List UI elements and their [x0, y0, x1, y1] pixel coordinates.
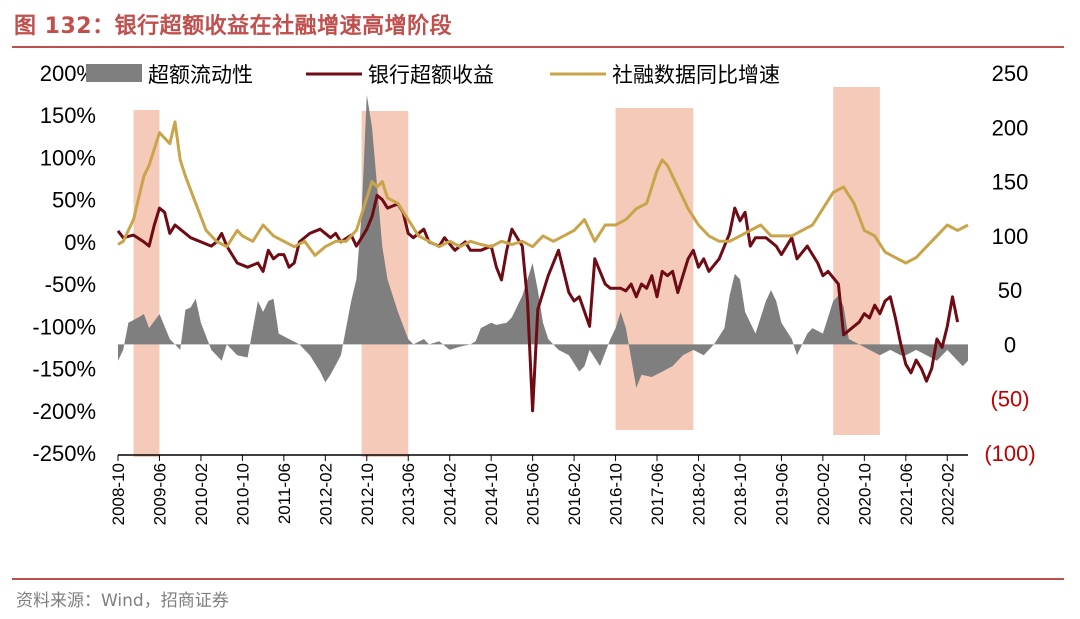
x-axis-tick-label: 2022-02: [938, 463, 957, 525]
shaded-periods: [133, 87, 880, 457]
right-axis-tick-label: (100): [984, 441, 1035, 466]
right-axis-tick-label: (50): [990, 387, 1029, 412]
left-axis-tick-label: -100%: [32, 314, 96, 339]
right-axis-tick-label: 200: [992, 115, 1029, 140]
x-axis-tick-label: 2021-06: [897, 463, 916, 525]
shaded-period: [615, 108, 694, 430]
left-axis-tick-label: 0%: [64, 230, 96, 255]
x-axis-tick-label: 2008-10: [109, 463, 128, 525]
x-axis-tick-label: 2015-06: [524, 463, 543, 525]
x-axis-tick-label: 2014-10: [482, 463, 501, 525]
bottom-divider: [12, 578, 1064, 580]
bank-excess-return-line: [116, 193, 960, 413]
excess-liquidity-area: [118, 94, 968, 388]
excess-liquidity-series: [118, 94, 968, 388]
x-axis-tick-label: 2016-02: [565, 463, 584, 525]
x-axis-tick-label: 2018-02: [689, 463, 708, 525]
left-axis-tick-label: 150%: [40, 103, 96, 128]
right-axis-tick-label: 50: [998, 278, 1022, 303]
x-axis-tick-label: 2016-10: [607, 463, 626, 525]
left-axis-tick-label: -50%: [45, 272, 96, 297]
x-axis-tick-label: 2020-10: [855, 463, 874, 525]
legend: 超额流动性 银行超额收益 社融数据同比增速: [86, 63, 780, 87]
legend-label: 银行超额收益: [368, 63, 494, 87]
x-axis-tick-label: 2014-02: [441, 463, 460, 525]
x-axis-tick-label: 2020-02: [814, 463, 833, 525]
legend-swatch-area: [86, 64, 142, 82]
left-axis-tick-label: -250%: [32, 441, 96, 466]
legend-label: 社融数据同比增速: [612, 63, 780, 87]
right-axis-tick-label: 150: [992, 170, 1029, 195]
x-axis-tick-label: 2012-02: [316, 463, 335, 525]
right-axis-tick-label: 100: [992, 224, 1029, 249]
figure-title: 图 132：银行超额收益在社融增速高增阶段: [14, 14, 453, 39]
x-axis-tick-label: 2011-06: [275, 463, 294, 524]
right-axis-tick-label: 250: [992, 61, 1029, 86]
left-axis-tick-label: 50%: [52, 188, 96, 213]
social-financing-growth-line: [117, 120, 969, 265]
series-lines: [116, 120, 969, 413]
left-axis-tick-label: 100%: [40, 145, 96, 170]
shaded-period: [833, 87, 880, 435]
x-axis-tick-label: 2010-02: [192, 463, 211, 525]
x-axis-tick-label: 2013-06: [399, 463, 418, 525]
shaded-period: [133, 110, 160, 457]
top-divider: [12, 46, 1064, 48]
legend-label: 超额流动性: [148, 63, 253, 87]
left-axis-tick-label: -200%: [32, 399, 96, 424]
x-axis-tick-label: 2012-10: [358, 463, 377, 525]
x-axis-tick-label: 2019-06: [772, 463, 791, 525]
x-axis-tick-label: 2017-06: [648, 463, 667, 525]
source-note: 资料来源：Wind，招商证券: [16, 591, 229, 611]
x-axis-tick-label: 2009-06: [150, 463, 169, 525]
left-axis-tick-label: -150%: [32, 357, 96, 382]
x-axis-tick-label: 2010-10: [233, 463, 252, 525]
x-axis-tick-label: 2018-10: [731, 463, 750, 525]
right-axis-tick-label: 0: [1004, 332, 1016, 357]
